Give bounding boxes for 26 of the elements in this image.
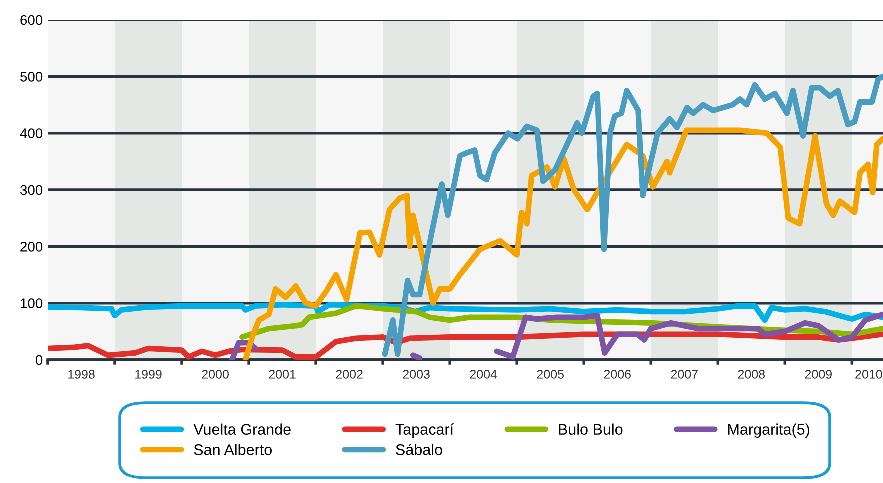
x-tick-label: 2002 (336, 370, 363, 379)
legend-label: Tapacarí (396, 424, 454, 438)
legend-label: Sábalo (396, 444, 442, 456)
x-tick-label: 1998 (68, 370, 95, 379)
x-tick-label: 2000 (202, 370, 229, 379)
legend-label: Bulo Bulo (559, 424, 623, 436)
x-tick-label: 1999 (136, 370, 162, 379)
x-tick-label: 2008 (738, 370, 766, 379)
x-tick-label: 2004 (470, 370, 498, 379)
y-tick-label: 0 (36, 355, 43, 366)
y-tick-label: 200 (20, 242, 43, 252)
x-tick-label: 2001 (269, 370, 296, 379)
y-tick-label: 500 (20, 72, 43, 82)
x-tick-label: 2009 (805, 370, 832, 379)
y-tick-label: 600 (20, 15, 43, 26)
x-tick-label: 2010 (856, 370, 882, 379)
x-tick-label: 2005 (537, 370, 564, 379)
y-tick-label: 400 (20, 128, 43, 139)
y-tick-label: 300 (20, 185, 43, 196)
x-tick-label: 2003 (403, 370, 430, 379)
legend-label: Vuelta Grande (194, 424, 291, 436)
legend-label: Margarita(5) (728, 424, 810, 438)
y-tick-label: 100 (21, 298, 43, 309)
legend-label: San Alberto (194, 444, 272, 456)
x-tick-label: 2007 (671, 370, 698, 379)
x-tick-label: 2006 (604, 370, 631, 379)
